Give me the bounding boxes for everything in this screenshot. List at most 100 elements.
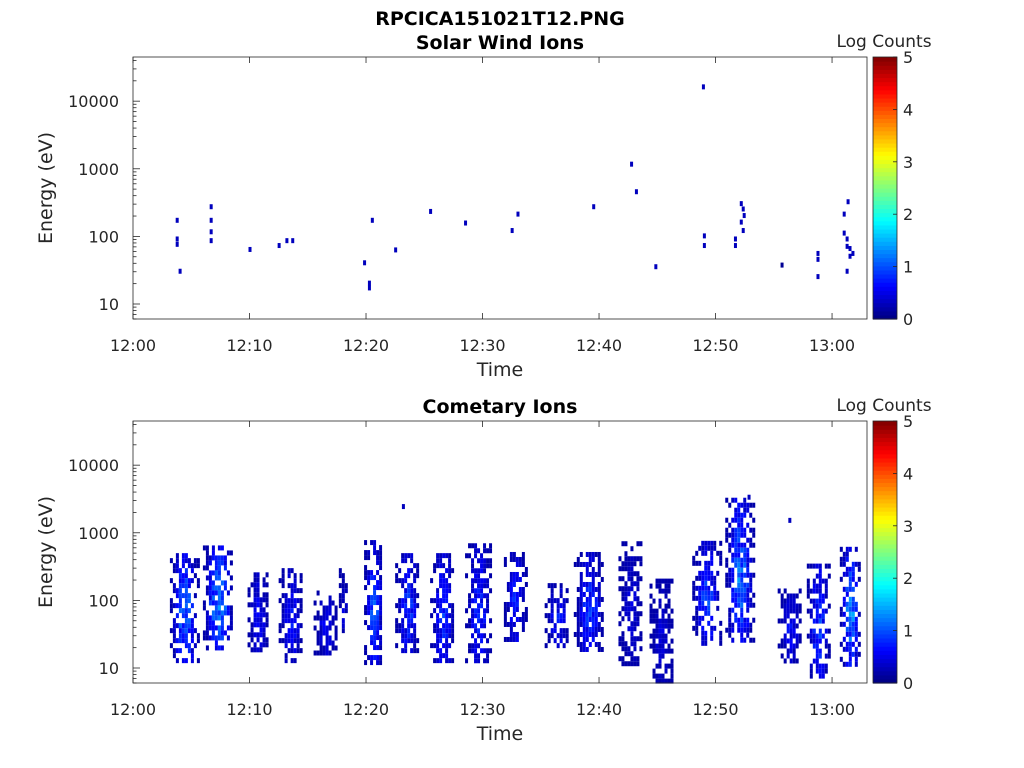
heatmap-cell (585, 571, 589, 577)
heatmap-cell (256, 622, 260, 628)
heatmap-cell (701, 605, 705, 611)
heatmap-cell (704, 545, 708, 551)
heatmap-cell (211, 590, 215, 596)
heatmap-cell (576, 556, 580, 562)
heatmap-cell (783, 613, 787, 619)
heatmap-cell (698, 590, 702, 596)
heatmap-cell (670, 608, 674, 614)
heatmap-cell (518, 586, 522, 592)
heatmap-cell (786, 608, 790, 614)
heatmap-cell (815, 573, 819, 579)
heatmap-cell (290, 583, 294, 589)
heatmap-cell (175, 603, 179, 609)
heatmap-cell (661, 653, 665, 659)
heatmap-cell (789, 658, 793, 664)
heatmap-cell (512, 581, 516, 587)
heatmap-cell (550, 613, 554, 619)
heatmap-cell (281, 603, 285, 609)
heatmap-cell (737, 567, 741, 573)
heatmap-cell (827, 643, 831, 649)
heatmap-cell (413, 593, 417, 599)
heatmap-cell (655, 663, 659, 669)
heatmap-cell (373, 640, 377, 646)
heatmap-cell (746, 587, 750, 593)
heatmap-cell (624, 561, 628, 567)
heatmap-cell (591, 616, 595, 622)
heatmap-cell (731, 532, 735, 538)
heatmap-cell (652, 618, 656, 624)
heatmap-cell (591, 621, 595, 627)
heatmap-cell (486, 593, 490, 599)
heatmap-cell (854, 631, 858, 637)
heatmap-cell (442, 633, 446, 639)
heatmap-cell (707, 575, 711, 581)
heatmap-cell (585, 596, 589, 602)
heatmap-cell (633, 626, 637, 632)
heatmap-cell (600, 646, 604, 652)
heatmap-cell (404, 593, 408, 599)
heatmap-cell (719, 540, 723, 546)
heatmap-cell (325, 625, 329, 631)
heatmap-cell (445, 553, 449, 559)
heatmap-cell (196, 578, 200, 584)
heatmap-cell (746, 602, 750, 608)
heatmap-cell (503, 561, 507, 567)
heatmap-cell (701, 585, 705, 591)
colorbar-segment (873, 621, 897, 627)
heatmap-cell (175, 563, 179, 569)
heatmap-cell (205, 585, 209, 591)
heatmap-cell (184, 633, 188, 639)
heatmap-cell (193, 628, 197, 634)
heatmap-cell (845, 591, 849, 597)
heatmap-cell (624, 586, 628, 592)
heatmap-cell (515, 606, 519, 612)
heatmap-cell (341, 623, 345, 629)
heatmap-cell (512, 611, 516, 617)
heatmap-cell (208, 625, 212, 631)
heatmap-cell (749, 627, 753, 633)
heatmap-cell (293, 578, 297, 584)
heatmap-cell (780, 643, 784, 649)
heatmap-cell (521, 591, 525, 597)
heatmap-cell (731, 572, 735, 578)
heatmap-cell (401, 603, 405, 609)
heatmap-cell (172, 568, 176, 574)
colorbar-tick-label: 0 (903, 674, 913, 693)
heatmap-cell (253, 622, 257, 628)
heatmap-cell (220, 615, 224, 621)
heatmap-cell (621, 646, 625, 652)
colorbar-tick-label: 1 (903, 622, 913, 641)
heatmap-cell (633, 571, 637, 577)
heatmap-cell (550, 598, 554, 604)
heatmap-cell (373, 575, 377, 581)
heatmap-cell (319, 645, 323, 651)
colorbar-segment (873, 81, 897, 87)
heatmap-cell (404, 643, 408, 649)
heatmap-cell (190, 578, 194, 584)
heatmap-cell (483, 648, 487, 654)
heatmap-cell (821, 578, 825, 584)
heatmap-cell (518, 556, 522, 562)
heatmap-cell (624, 651, 628, 657)
heatmap-cell (506, 606, 510, 612)
heatmap-cell (630, 561, 634, 567)
heatmap-cell (827, 653, 831, 659)
heatmap-cell (395, 578, 399, 584)
heatmap-cell (710, 630, 714, 636)
heatmap-cell (737, 512, 741, 518)
heatmap-cell (743, 532, 747, 538)
heatmap-cell (737, 547, 741, 553)
heatmap-cell (256, 572, 260, 578)
heatmap-cell (704, 630, 708, 636)
heatmap-cell (293, 613, 297, 619)
heatmap-cell (848, 606, 852, 612)
heatmap-cell (621, 656, 625, 662)
heatmap-cell (652, 668, 656, 674)
heatmap-cell (407, 628, 411, 634)
heatmap-cell (439, 603, 443, 609)
heatmap-cell (226, 610, 230, 616)
heatmap-cell (436, 648, 440, 654)
heatmap-cell (439, 618, 443, 624)
heatmap-cell (752, 532, 756, 538)
heatmap-cell (731, 607, 735, 613)
